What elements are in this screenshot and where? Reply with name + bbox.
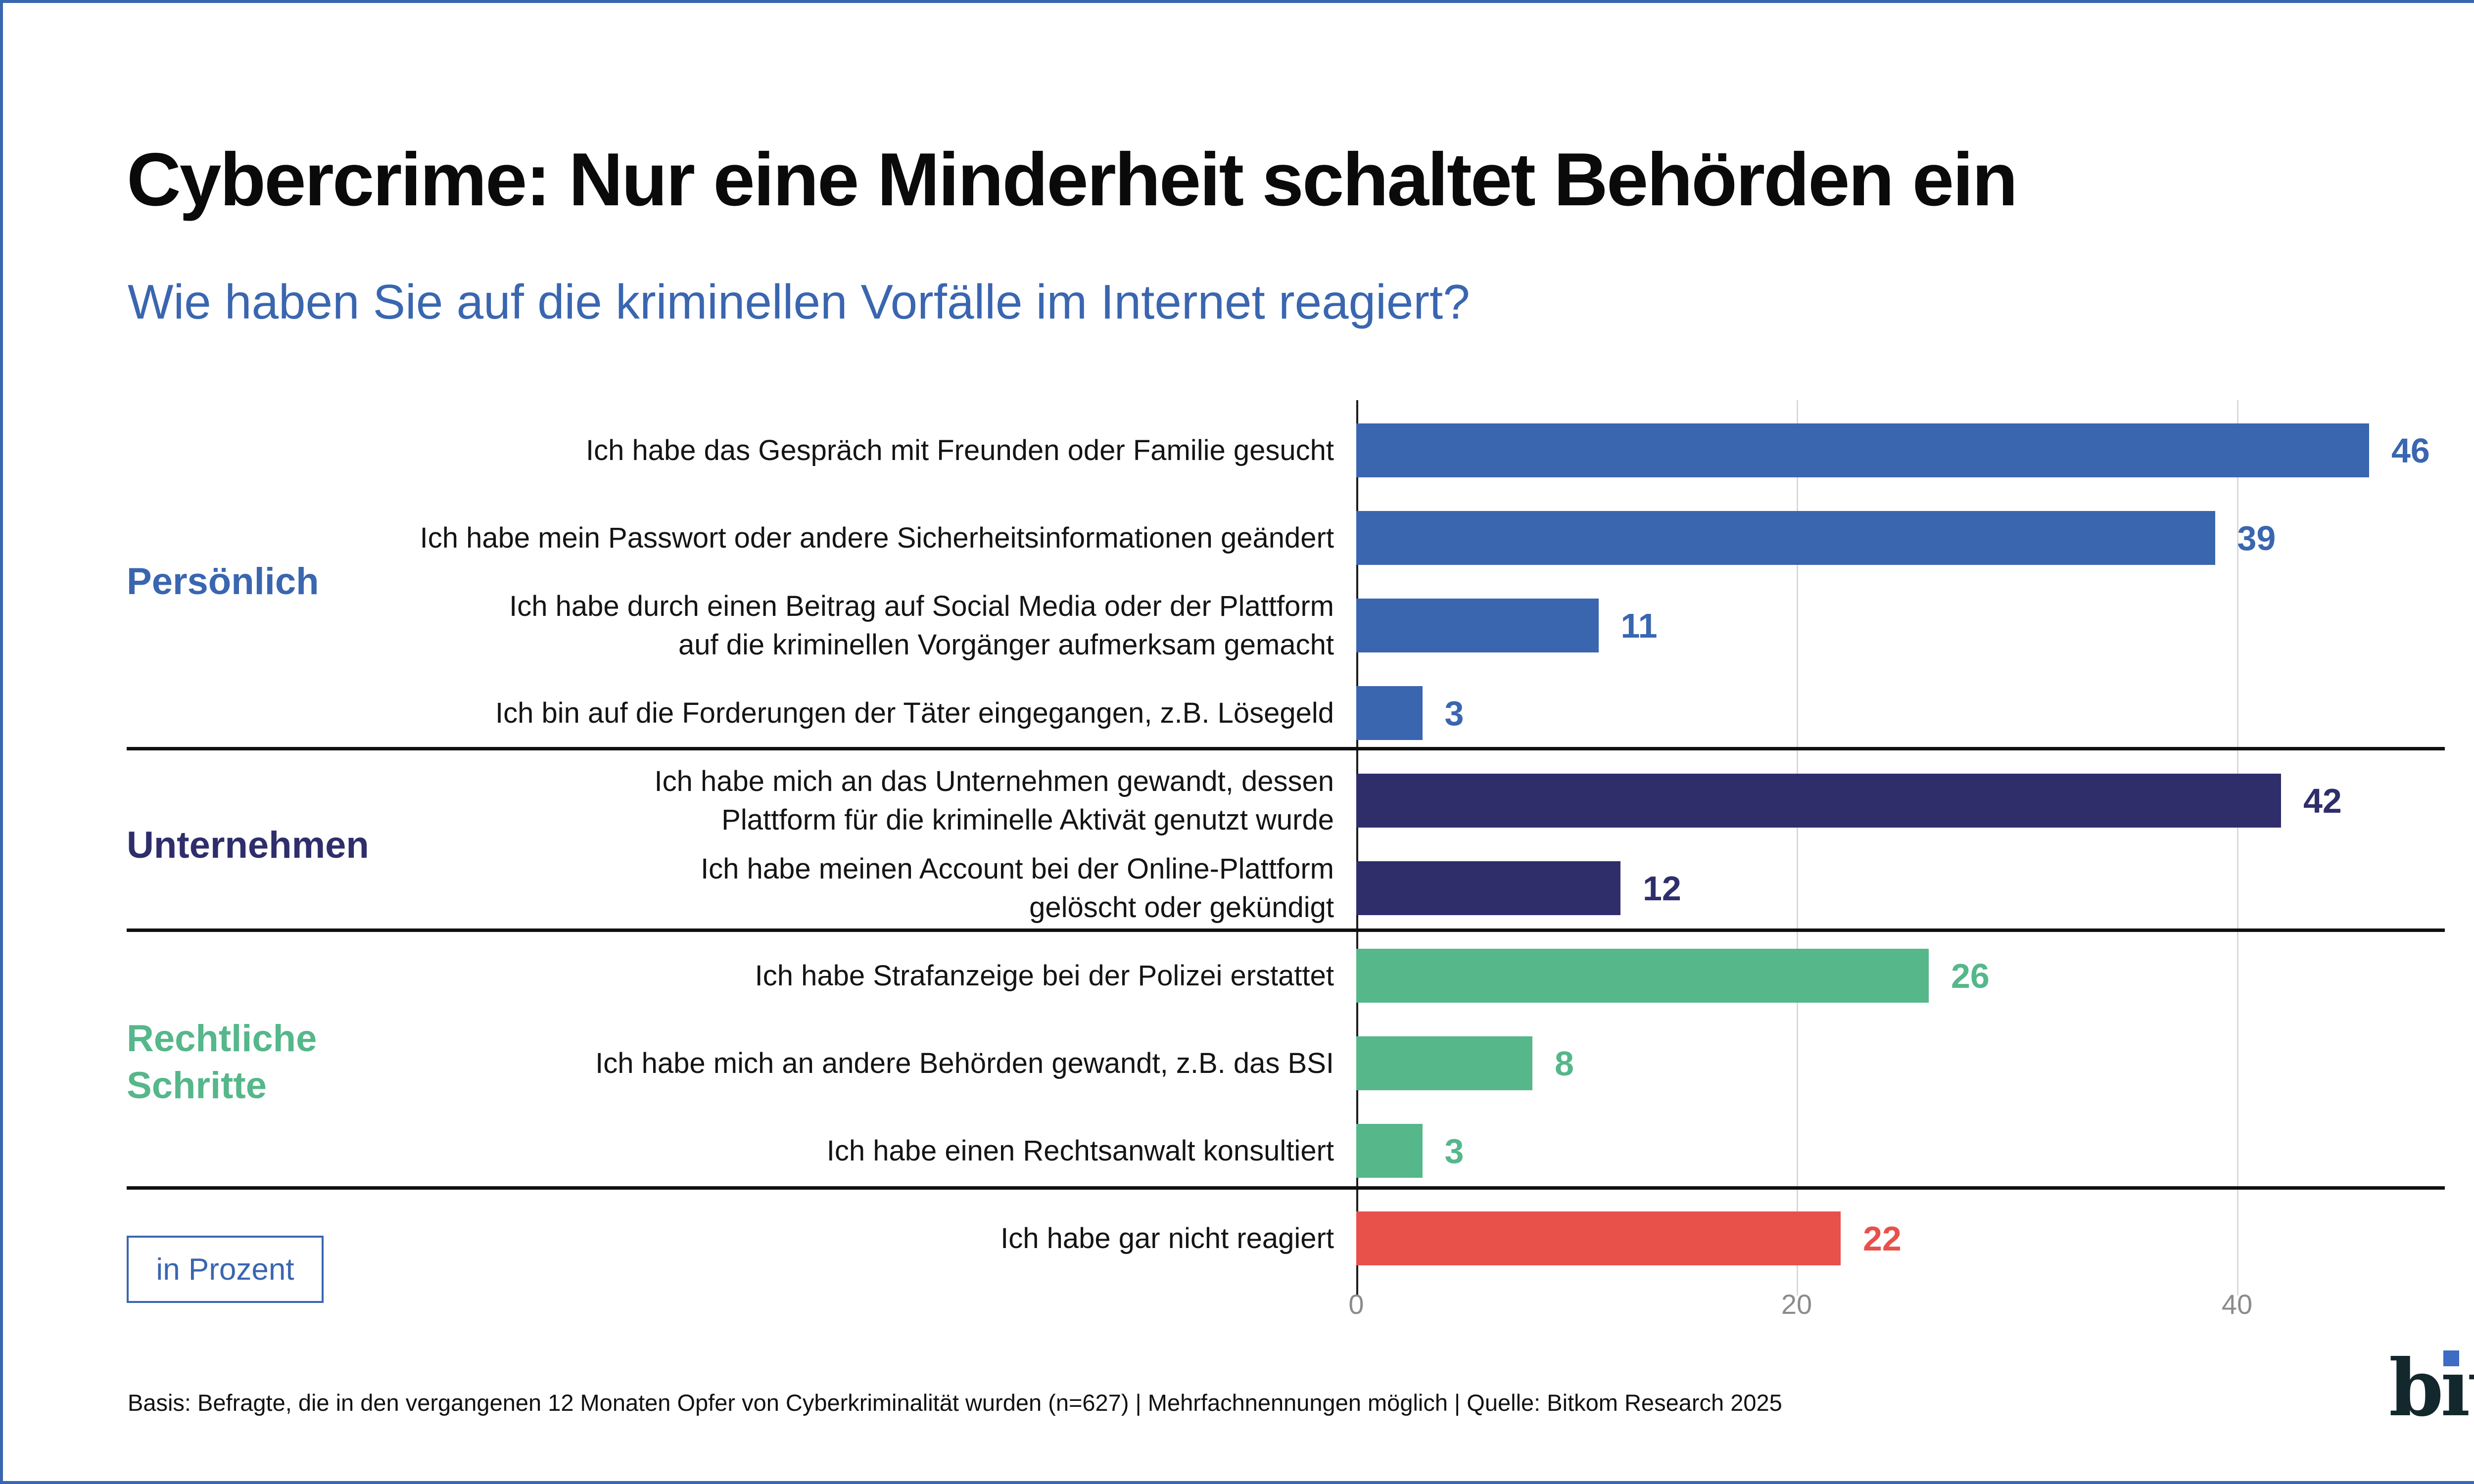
bar-label: Ich habe durch einen Beitrag auf Social … [127,587,1334,664]
bar [1356,423,2369,477]
chart-row: Ich bin auf die Forderungen der Täter ei… [3,686,2474,740]
x-tick-40: 40 [2221,1289,2253,1320]
bar [1356,686,1423,740]
bar [1356,861,1620,915]
unit-box-label: in Prozent [156,1252,294,1287]
bar-value: 12 [1643,869,1681,908]
logo-text-part2: tkom [2468,1343,2474,1434]
bar [1356,1036,1532,1090]
bar-label-line: gelöscht oder gekündigt [1029,891,1334,924]
bar-label: Ich habe mein Passwort oder andere Siche… [127,519,1334,557]
bar-label-line: Ich habe meinen Account bei der Online-P… [701,852,1334,885]
x-axis-zero-line [1356,400,1358,1296]
bar-label-line: Ich bin auf die Forderungen der Täter ei… [495,696,1334,729]
chart-row: Ich habe durch einen Beitrag auf Social … [3,590,2474,661]
page-title: Cybercrime: Nur eine Minderheit schaltet… [127,138,2018,222]
bar [1356,1211,1841,1265]
x-tick-20: 20 [1781,1289,1812,1320]
chart-row: Ich habe gar nicht reagiert 22 [3,1211,2474,1265]
chart-row: Ich habe mich an andere Behörden gewandt… [3,1036,2474,1090]
bar-value: 46 [2391,431,2430,470]
chart-row: Ich habe mich an das Unternehmen gewandt… [3,765,2474,836]
bar-label: Ich habe einen Rechtsanwalt konsultiert [127,1132,1334,1170]
bar-label: Ich habe Strafanzeige bei der Polizei er… [127,957,1334,995]
bar-label: Ich habe mich an andere Behörden gewandt… [127,1044,1334,1083]
bar-label-line: Ich habe mich an andere Behörden gewandt… [595,1047,1334,1079]
bar-label: Ich habe mich an das Unternehmen gewandt… [127,762,1334,839]
bar [1356,599,1599,652]
bar-value: 22 [1863,1219,1902,1258]
bar-label-line: auf die kriminellen Vorgänger aufmerksam… [678,628,1334,661]
group-label-persoenlich: Persönlich [127,560,319,603]
bar-value: 3 [1444,1131,1464,1170]
group-separator-2 [127,928,2445,932]
bar-value: 11 [1620,606,1658,645]
page-subtitle: Wie haben Sie auf die kriminellen Vorfäl… [128,275,1470,329]
bar-label-line: Ich habe einen Rechtsanwalt konsultiert [826,1134,1334,1167]
bar-label-line: Ich habe durch einen Beitrag auf Social … [509,590,1334,622]
chart-row: Ich habe mein Passwort oder andere Siche… [3,511,2474,565]
bitkom-logo: bıtkom [2389,1349,2474,1428]
bar [1356,949,1929,1003]
group-label-rechtliche-schritte: Rechtliche Schritte [127,1018,317,1107]
bar [1356,511,2215,565]
logo-text-part1: b [2389,1343,2444,1434]
chart-row: Ich habe Strafanzeige bei der Polizei er… [3,949,2474,1003]
bar-label: Ich habe meinen Account bei der Online-P… [127,850,1334,927]
chart-row: Ich habe einen Rechtsanwalt konsultiert … [3,1124,2474,1178]
bar-label-line: Plattform für die kriminelle Aktivät gen… [721,803,1334,836]
chart-row: Ich habe das Gespräch mit Freunden oder … [3,423,2474,477]
group-separator-3 [127,1186,2445,1190]
bar-label-line: Ich habe gar nicht reagiert [1000,1222,1334,1254]
gridline-20 [1797,400,1798,1296]
bar-label-line: Ich habe das Gespräch mit Freunden oder … [585,434,1334,466]
bar-label-line: Ich habe mein Passwort oder andere Siche… [420,521,1334,554]
bar-value: 42 [2303,781,2342,820]
group-label-unternehmen: Unternehmen [127,824,369,866]
x-tick-0: 0 [1348,1289,1364,1320]
bar-value: 8 [1555,1044,1574,1083]
chart-row: Ich habe meinen Account bei der Online-P… [3,853,2474,924]
bar-value: 26 [1951,956,1990,995]
bar [1356,774,2281,828]
unit-box: in Prozent [127,1236,324,1303]
bar-value: 39 [2237,518,2276,557]
gridline-40 [2237,400,2238,1296]
bar-label: Ich habe das Gespräch mit Freunden oder … [127,431,1334,470]
bar-label-line: Ich habe Strafanzeige bei der Polizei er… [755,959,1334,992]
bar-label: Ich habe gar nicht reagiert [127,1219,1334,1258]
group-separator-1 [127,747,2445,750]
logo-blue-square-icon [2443,1350,2460,1366]
logo-dotless-i: ı [2440,1343,2470,1434]
source-note: Basis: Befragte, die in den vergangenen … [128,1390,1782,1416]
bar-label-line: Ich habe mich an das Unternehmen gewandt… [654,765,1334,797]
bar-value: 3 [1444,694,1464,733]
bar [1356,1124,1423,1178]
bar-label: Ich bin auf die Forderungen der Täter ei… [127,694,1334,733]
